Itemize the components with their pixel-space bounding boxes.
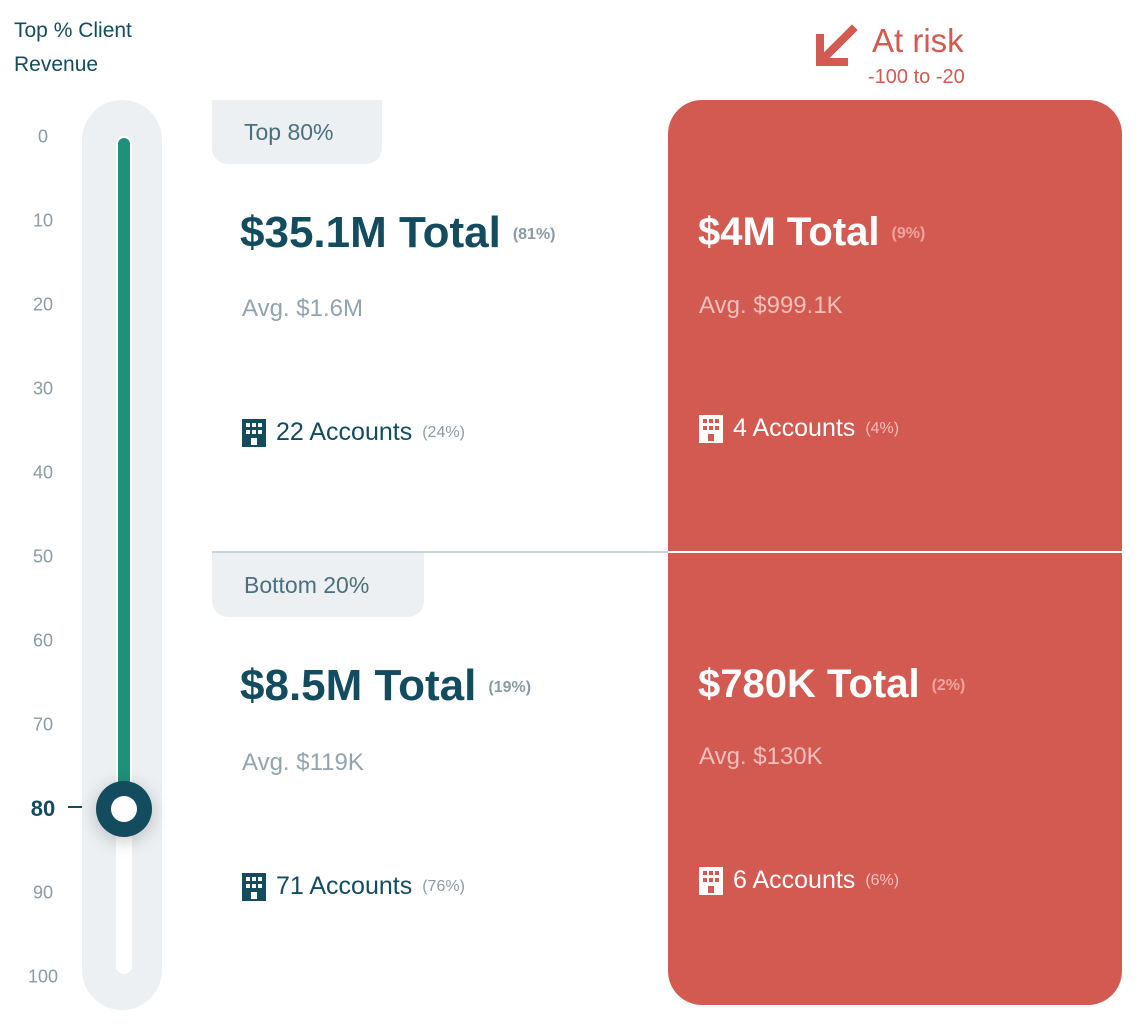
bottom-main-total-value: $8.5M Total [240,661,477,710]
top-main-total-pct: (81%) [512,226,556,244]
top-risk-total-value: $4M Total [698,210,880,254]
bottom-risk-accounts: 6 Accounts (6%) [699,866,899,895]
tab-bottom-segment[interactable]: Bottom 20% [212,553,424,617]
top-risk-total-pct: (9%) [891,225,926,243]
slider-tick-label: 90 [32,882,54,903]
slider-tick-label: 70 [32,714,54,735]
top-risk-accounts: 4 Accounts (4%) [699,414,899,443]
bottom-risk-total-value: $780K Total [698,662,920,706]
top-main-accounts-value: 22 Accounts [276,418,413,446]
segment-divider [212,551,668,553]
slider-tick-label: 60 [32,630,54,651]
slider-title-line1: Top % Client [14,19,132,42]
bottom-risk-avg: Avg. $130K [699,743,823,770]
top-main-accounts-pct: (24%) [422,423,465,441]
slider-title-line2: Revenue [14,53,99,76]
slider-tick-label: 40 [32,462,54,483]
arrow-down-left-icon [816,24,858,66]
bottom-main-accounts-pct: (76%) [422,877,465,895]
slider-handle[interactable] [96,781,152,837]
bottom-risk-total-pct: (2%) [931,677,966,695]
bottom-risk-total: $780K Total (2%) [698,662,965,707]
top-risk-avg: Avg. $999.1K [699,292,843,319]
top-main-total-value: $35.1M Total [240,208,501,257]
top-risk-accounts-pct: (4%) [865,419,900,437]
building-icon [699,866,723,895]
slider-fill [118,138,130,809]
bottom-risk-accounts-value: 6 Accounts [733,866,856,894]
slider-tick-label: 0 [37,126,48,147]
slider-handle-dot [111,796,137,822]
risk-label: At risk [872,22,964,59]
slider-tick-label: 20 [32,294,54,315]
building-icon [242,418,266,447]
bottom-main-total: $8.5M Total (19%) [240,661,531,711]
building-icon [242,872,266,901]
slider-tick-label: 100 [27,966,59,987]
slider-tick-label: 10 [32,210,54,231]
tab-top-segment[interactable]: Top 80% [212,100,382,164]
top-main-total: $35.1M Total (81%) [240,208,556,258]
top-main-avg: Avg. $1.6M [242,295,363,322]
bottom-risk-accounts-pct: (6%) [865,871,900,889]
bottom-main-total-pct: (19%) [488,679,532,697]
slider-title: Top % Client Revenue [14,14,132,82]
bottom-main-accounts-value: 71 Accounts [276,872,413,900]
risk-divider [668,551,1122,553]
bottom-main-avg: Avg. $119K [242,749,364,776]
building-icon [699,414,723,443]
top-main-accounts: 22 Accounts (24%) [242,418,465,447]
risk-range: -100 to -20 [868,66,965,88]
slider-tick-label: 30 [32,378,54,399]
top-risk-accounts-value: 4 Accounts [733,414,856,442]
bottom-main-accounts: 71 Accounts (76%) [242,872,465,901]
slider-tick-label: 50 [32,546,54,567]
top-risk-total: $4M Total (9%) [698,210,925,255]
slider-tick-label: 80 [30,796,56,821]
